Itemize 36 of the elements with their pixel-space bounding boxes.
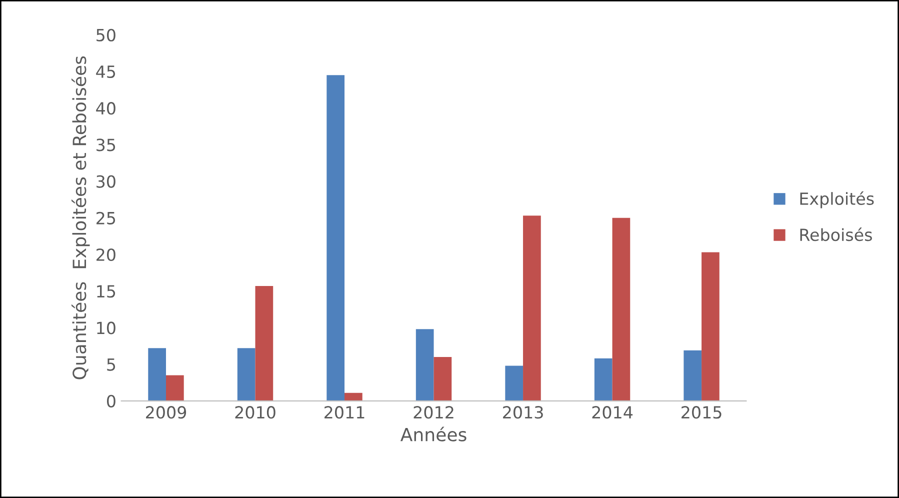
x-tick-label: 2012 — [414, 406, 454, 419]
y-tick-label: 20 — [96, 248, 116, 262]
y-tick-label: 15 — [97, 285, 116, 298]
x-tick-label: 2014 — [592, 406, 633, 419]
legend-label: Exploités — [800, 191, 874, 208]
x-tick-label: 2011 — [324, 406, 364, 419]
y-axis-title: Quantitées Exploitées et Reboisées — [72, 56, 90, 380]
bar — [237, 348, 256, 401]
bar — [434, 356, 452, 401]
bar — [416, 329, 434, 401]
y-tick-label: 10 — [97, 322, 116, 334]
y-tick-label: 45 — [96, 66, 116, 78]
bar — [702, 252, 720, 401]
x-tick-label: 2013 — [503, 406, 543, 419]
y-tick-label: 25 — [96, 212, 116, 224]
x-tick-label: 2009 — [146, 406, 186, 419]
y-tick-label: 30 — [96, 175, 116, 188]
bar — [594, 358, 612, 401]
bar — [166, 375, 184, 401]
x-tick-label: 2010 — [235, 406, 276, 419]
x-tick-label: 2015 — [682, 406, 722, 419]
y-tick-label: 35 — [96, 138, 116, 152]
bar — [255, 286, 274, 401]
x-axis-title: Années — [400, 426, 466, 442]
bar — [326, 75, 345, 401]
bar — [505, 366, 524, 401]
legend-label: Reboisés — [800, 228, 872, 242]
bar — [523, 216, 541, 401]
bar — [148, 348, 166, 401]
y-tick-label: 5 — [107, 358, 116, 371]
bar — [612, 218, 630, 401]
bar — [344, 392, 362, 401]
y-tick-label: 40 — [96, 102, 116, 115]
y-tick-label: 0 — [107, 394, 116, 408]
y-tick-label: 50 — [96, 28, 116, 42]
bar — [684, 350, 702, 401]
